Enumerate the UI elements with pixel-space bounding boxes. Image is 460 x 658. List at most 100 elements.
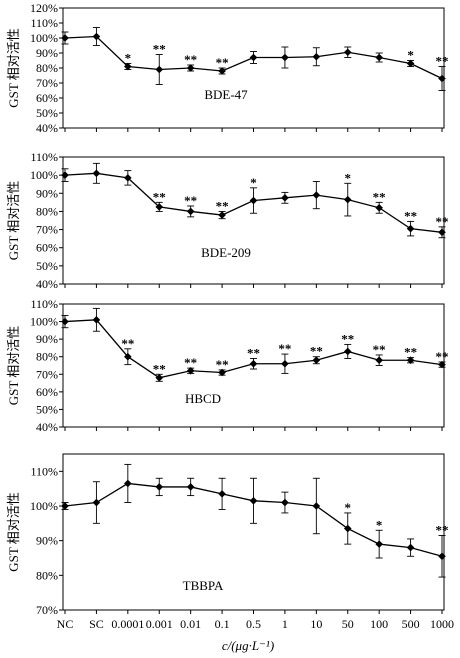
data-point — [61, 502, 69, 510]
data-point — [312, 502, 321, 510]
x-tick-label: 0.5 — [246, 617, 261, 631]
y-tick-label: 40% — [36, 420, 58, 434]
y-tick-label: 100% — [30, 315, 58, 329]
data-point — [281, 53, 289, 62]
x-tick-label: SC — [89, 617, 104, 631]
data-point — [155, 203, 164, 211]
significance-marker: ** — [436, 214, 449, 229]
data-point — [343, 347, 352, 356]
data-point — [61, 317, 69, 326]
data-point — [343, 195, 352, 204]
significance-marker: ** — [373, 342, 386, 357]
panel-title: HBCD — [185, 391, 221, 406]
y-tick-label: 60% — [36, 241, 58, 255]
data-point — [281, 498, 289, 507]
data-point — [186, 64, 195, 72]
data-point — [375, 53, 383, 62]
significance-marker: ** — [121, 336, 134, 351]
y-tick-label: 110% — [30, 297, 58, 311]
y-tick-label: 50% — [36, 402, 58, 416]
significance-marker: ** — [247, 345, 260, 360]
y-tick-label: 70% — [36, 367, 58, 381]
data-point — [124, 352, 132, 361]
panel-tbbpa: 70%80%90%100%110%GST 相对活性 ** **TBBPA — [6, 453, 449, 617]
data-point — [406, 59, 415, 68]
y-axis-label: GST 相对活性 — [6, 28, 21, 108]
data-point — [438, 552, 446, 561]
data-point — [186, 207, 195, 216]
data-point — [124, 62, 132, 71]
y-tick-label: 100% — [30, 499, 58, 513]
data-point — [438, 360, 446, 369]
data-point — [61, 171, 69, 179]
panel-title: BDE-47 — [204, 87, 248, 102]
x-tick-label: 100 — [370, 617, 388, 631]
y-tick-label: 50% — [36, 259, 58, 273]
data-point — [312, 52, 321, 61]
significance-marker: * — [407, 48, 414, 63]
significance-marker: * — [376, 517, 383, 532]
panel-title: BDE-209 — [201, 245, 251, 260]
data-point — [92, 32, 101, 41]
y-tick-label: 90% — [36, 534, 58, 548]
significance-marker: ** — [216, 357, 229, 372]
y-axis-label: GST 相对活性 — [6, 492, 21, 572]
x-tick-label: 1 — [282, 617, 288, 631]
data-point — [124, 174, 132, 182]
y-tick-label: 100% — [30, 31, 58, 45]
y-axis-label: GST 相对活性 — [6, 181, 21, 261]
significance-marker: ** — [436, 54, 449, 69]
significance-marker: ** — [404, 208, 417, 223]
data-point — [249, 196, 258, 205]
data-point — [281, 359, 289, 368]
data-point — [343, 48, 352, 57]
significance-marker: * — [125, 51, 132, 66]
data-point — [61, 34, 69, 42]
significance-marker: ** — [404, 345, 417, 360]
data-point — [375, 540, 383, 548]
y-tick-label: 110% — [30, 150, 58, 164]
significance-marker: ** — [184, 193, 197, 208]
y-tick-label: 90% — [36, 186, 58, 200]
x-tick-label: 0.001 — [146, 617, 173, 631]
x-tick-label: 500 — [402, 617, 420, 631]
y-tick-label: 80% — [36, 350, 58, 364]
panel-bde-209: 40%50%60%70%80%90%100%110%GST 相对活性 ** ** **… — [6, 150, 449, 291]
data-point — [312, 191, 321, 199]
y-tick-label: 120% — [30, 1, 58, 15]
significance-marker: ** — [341, 331, 354, 346]
y-tick-label: 70% — [36, 603, 58, 617]
y-tick-label: 110% — [30, 464, 58, 478]
x-tick-label: 1000 — [430, 617, 454, 631]
data-point — [124, 479, 132, 488]
y-tick-label: 100% — [30, 168, 58, 182]
significance-marker: ** — [184, 52, 197, 67]
data-point — [92, 316, 101, 324]
data-point — [92, 498, 101, 507]
data-point — [438, 228, 446, 237]
y-tick-label: 40% — [36, 121, 58, 135]
data-point — [249, 497, 258, 505]
data-point — [343, 524, 352, 533]
significance-marker: ** — [310, 344, 323, 359]
y-tick-label: 60% — [36, 385, 58, 399]
significance-marker: ** — [184, 355, 197, 370]
y-tick-label: 50% — [36, 106, 58, 120]
data-point — [406, 356, 415, 365]
significance-marker: * — [250, 175, 257, 190]
data-point — [375, 356, 383, 365]
significance-marker: * — [345, 500, 352, 515]
significance-marker: * — [345, 170, 352, 185]
data-point — [155, 483, 164, 491]
significance-marker: ** — [153, 42, 166, 57]
data-point — [218, 67, 226, 75]
data-point — [375, 204, 383, 212]
data-point — [155, 374, 164, 382]
data-point — [406, 224, 415, 233]
data-point — [218, 368, 226, 377]
panel-hbcd: 40% 50% 60% 70% 80% 90% 100% 110% GST 相对活性 ** ** **… — [6, 297, 449, 434]
y-tick-label: 70% — [36, 76, 58, 90]
significance-marker: ** — [436, 522, 449, 537]
plot-frame — [62, 7, 445, 129]
significance-marker: ** — [373, 189, 386, 204]
